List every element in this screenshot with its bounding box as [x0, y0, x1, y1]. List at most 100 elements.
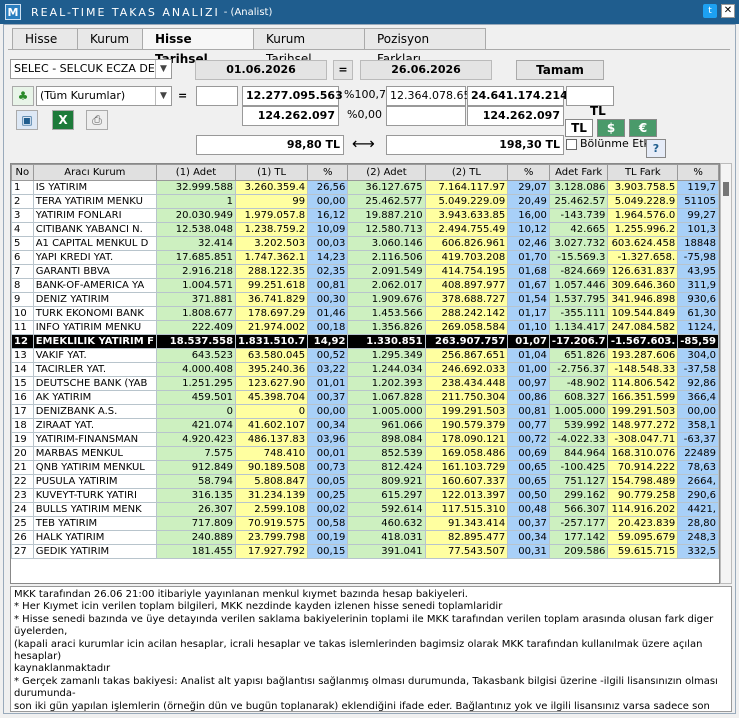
table-cell: 122.013.397: [424, 488, 509, 503]
table-row[interactable]: 8 BANK-OF-AMERICA YA 1.004.571 99.251.618 00…: [11, 278, 719, 293]
currency-tl-button[interactable]: TL: [565, 119, 593, 137]
table-row[interactable]: 18 ZIRAAT YAT. 421.074 41.602.107 00,34 961.0…: [11, 418, 719, 433]
table-cell: 16,12: [307, 208, 349, 223]
table-cell: 22489: [677, 446, 719, 461]
table-cell: 240.889: [155, 530, 237, 545]
table-cell: 8: [11, 278, 34, 293]
col-header-tl2[interactable]: (2) TL: [424, 164, 509, 181]
table-row[interactable]: 3 YATIRIM FONLARI 20.030.949 1.979.057.8 16,…: [11, 208, 719, 223]
table-cell: 59.615.715: [607, 544, 679, 559]
table-cell: 3.903.758.5: [607, 180, 679, 195]
table-row[interactable]: 26 HALK YATIRIM 240.889 23.799.798 00,19 418.…: [11, 530, 719, 545]
col-header-broker[interactable]: Aracı Kurum: [32, 164, 157, 181]
table-cell: 28,80: [677, 516, 719, 531]
table-cell: 10: [11, 306, 34, 321]
table-row[interactable]: 2 TERA YATIRIM MENKU 1 99 00,00 25.462.577 5.0…: [11, 194, 719, 209]
table-row[interactable]: 5 A1 CAPITAL MENKUL D 32.414 3.202.503 00,03…: [11, 236, 719, 251]
scrollbar-thumb[interactable]: [723, 182, 729, 196]
save-icon[interactable]: ▣: [16, 110, 38, 130]
table-row[interactable]: 19 YATIRIM-FINANSMAN 4.920.423 486.137.83 03…: [11, 432, 719, 447]
excel-icon[interactable]: X: [52, 110, 74, 130]
tab-hisse[interactable]: Hisse: [12, 28, 78, 49]
tab-hisse-tarihsel[interactable]: Hisse Tarihsel: [142, 28, 254, 66]
table-row[interactable]: 21 QNB YATIRIM MENKUL 912.849 90.189.508 00,…: [11, 460, 719, 475]
table-cell: 9: [11, 292, 34, 307]
table-row[interactable]: 6 YAPI KREDI YAT. 17.685.851 1.747.362.1 14,…: [11, 250, 719, 265]
col-header-pct-diff[interactable]: %: [677, 164, 719, 181]
col-header-tl-diff[interactable]: TL Fark: [607, 164, 679, 181]
close-icon[interactable]: ✕: [721, 4, 735, 18]
table-cell: 615.297: [347, 488, 426, 503]
top-2-value: [386, 106, 466, 126]
date-from[interactable]: 01.06.2026: [195, 60, 327, 80]
col-header-qty-diff[interactable]: Adet Fark: [548, 164, 609, 181]
tab-pozisyon-farklari[interactable]: Pozisyon Farkları: [364, 28, 486, 66]
currency-eur-button[interactable]: €: [629, 119, 657, 137]
table-row[interactable]: 17 DENIZBANK A.S. 0 0 00,00 1.005.000 199.291.…: [11, 404, 719, 419]
table-cell: 27: [11, 544, 34, 559]
top-1-percent: %0,00: [347, 108, 382, 121]
chevron-down-icon[interactable]: ▼: [155, 87, 171, 105]
app-logo-icon: M: [5, 4, 21, 20]
table-row[interactable]: 14 TACIRLER YAT. 4.000.408 395.240.36 03,22 1…: [11, 362, 719, 377]
table-row[interactable]: 13 VAKIF YAT. 643.523 63.580.045 00,52 1.295.…: [11, 348, 719, 363]
col-header-qty1[interactable]: (1) Adet: [155, 164, 237, 181]
printer-icon[interactable]: ⎙: [86, 110, 108, 130]
split-effect-checkbox[interactable]: [566, 139, 577, 150]
chevron-down-icon[interactable]: ▼: [155, 60, 171, 78]
note-line: (kapali araci kurumlar icin acilan hesap…: [14, 638, 703, 663]
table-row[interactable]: 24 BULLS YATIRIM MENK 26.307 2.599.108 00,02…: [11, 502, 719, 517]
table-row[interactable]: 1 IS YATIRIM 32.999.588 3.260.359.4 26,56 36.…: [11, 180, 719, 195]
table-row[interactable]: 25 TEB YATIRIM 717.809 70.919.575 00,58 460.6…: [11, 516, 719, 531]
extra-input[interactable]: [566, 86, 614, 106]
table-row[interactable]: 7 GARANTI BBVA 2.916.218 288.122.35 02,35 2.0…: [11, 264, 719, 279]
table-row[interactable]: 27 GEDIK YATIRIM 181.455 17.927.792 00,15 391…: [11, 544, 719, 559]
table-cell: 18.537.558: [155, 334, 237, 349]
table-cell: 154.798.489: [607, 474, 679, 489]
table-row[interactable]: 11 INFO YATIRIM MENKU 222.409 21.974.002 00,…: [11, 320, 719, 335]
table-row[interactable]: 16 AK YATIRIM 459.501 45.398.704 00,37 1.067.…: [11, 390, 719, 405]
table-row[interactable]: 20 MARBAS MENKUL 7.575 748.410 00,01 852.539 1…: [11, 446, 719, 461]
tab-kurum[interactable]: Kurum: [77, 28, 143, 49]
col-header-pct1[interactable]: %: [307, 164, 349, 181]
stock-select[interactable]: SELEC - SELCUK ECZA DEF ▼: [10, 59, 172, 79]
table-cell: 00,31: [507, 544, 550, 559]
table-cell: A1 CAPITAL MENKUL D: [32, 236, 157, 251]
table-row[interactable]: 10 TURK EKONOMI BANK 1.808.677 178.697.29 01…: [11, 306, 719, 321]
col-header-no[interactable]: No: [11, 164, 34, 181]
col-header-pct2[interactable]: %: [507, 164, 550, 181]
currency-usd-button[interactable]: $: [597, 119, 625, 137]
table-row[interactable]: 22 PUSULA YATIRIM 58.794 5.808.847 00,05 809.…: [11, 474, 719, 489]
table-row[interactable]: 23 KUVEYT-TURK YATIRI 316.135 31.234.139 00,…: [11, 488, 719, 503]
table-row[interactable]: 4 CITIBANK YABANCI N. 12.538.048 1.238.759.…: [11, 222, 719, 237]
equals-sign: =: [178, 89, 188, 102]
table-cell: -257.177: [548, 516, 609, 531]
vertical-scrollbar[interactable]: [720, 163, 732, 584]
date-to[interactable]: 26.06.2026: [360, 60, 492, 80]
table-cell: 00,65: [507, 474, 550, 489]
table-cell: 211.750.304: [424, 390, 509, 405]
table-row[interactable]: 12 EMEKLILIK YATIRIM F 18.537.558 1.831.510…: [11, 334, 719, 349]
table-cell: 1.964.576.0: [607, 208, 679, 223]
table-cell: 01,46: [307, 306, 349, 321]
filter-input[interactable]: [196, 86, 238, 106]
tab-kurum-tarihsel[interactable]: Kurum Tarihsel: [253, 28, 365, 66]
institution-select[interactable]: (Tüm Kurumlar) ▼: [36, 86, 172, 106]
col-header-tl1[interactable]: (1) TL: [235, 164, 309, 181]
table-cell: 1.808.677: [155, 306, 237, 321]
twitter-icon[interactable]: t: [703, 4, 717, 18]
table-row[interactable]: 9 DENIZ YATIRIM 371.881 36.741.829 00,30 1.90…: [11, 292, 719, 307]
table-cell: 358,1: [677, 418, 719, 433]
tamam-button[interactable]: Tamam: [516, 60, 604, 80]
help-button[interactable]: ?: [646, 139, 666, 158]
table-cell: 14: [11, 362, 34, 377]
institutions-icon[interactable]: ♣: [12, 86, 34, 106]
table-cell: -355.111: [548, 306, 609, 321]
table-cell: 1.244.034: [347, 362, 426, 377]
price-from: 98,80 TL: [196, 135, 344, 155]
table-cell: 01,70: [507, 250, 550, 265]
table-row[interactable]: 15 DEUTSCHE BANK (YAB 1.251.295 123.627.90 0…: [11, 376, 719, 391]
table-cell: 00,00: [677, 404, 719, 419]
table-cell: 1.453.566: [347, 306, 426, 321]
col-header-qty2[interactable]: (2) Adet: [347, 164, 426, 181]
